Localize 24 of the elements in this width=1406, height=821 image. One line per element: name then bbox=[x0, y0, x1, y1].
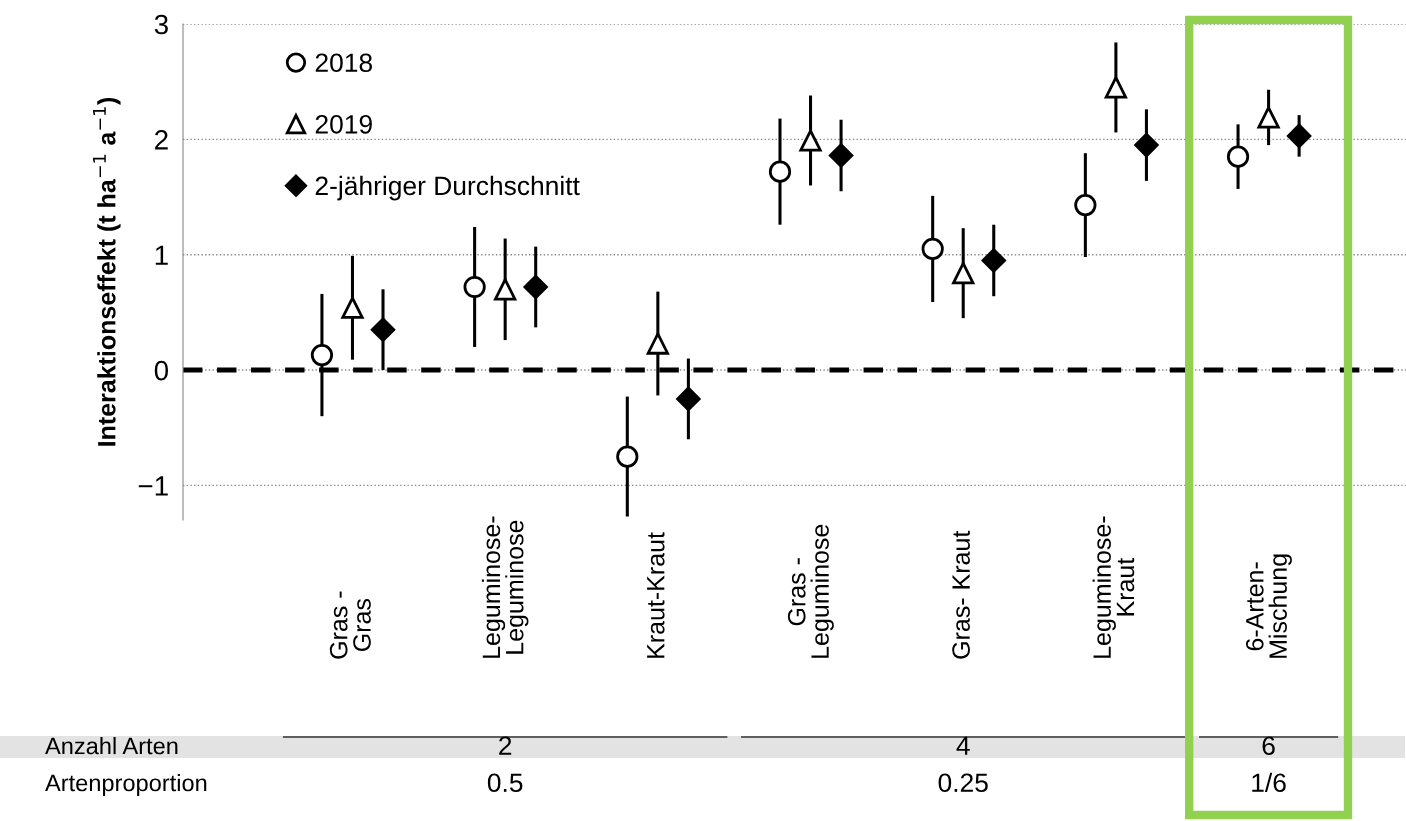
text: 0.5 bbox=[487, 773, 523, 793]
y-tick-label: 0 bbox=[154, 360, 169, 381]
x-tick-label: Gras - Gras bbox=[329, 591, 371, 659]
legend-label: 2019 bbox=[315, 114, 372, 134]
text: 0.25 bbox=[938, 773, 988, 793]
x-tick-label: 6-Arten- Mischung bbox=[1245, 554, 1292, 658]
text: 6 bbox=[1262, 736, 1275, 756]
text: 4 bbox=[956, 736, 970, 755]
x-tick-label: Leguminose- Kraut bbox=[1092, 516, 1135, 658]
y-tick-label: 2 bbox=[155, 130, 168, 150]
x-tick-label: Gras - Leguminose bbox=[787, 524, 834, 658]
y-tick-label: 1 bbox=[155, 245, 168, 265]
x-tick-label: Leguminose- Leguminose bbox=[481, 516, 529, 658]
y-axis-title: Interaktionseffekt (t ha$^{−1}$ a$^{−1}$) bbox=[93, 97, 121, 446]
y-tick-label: 3 bbox=[154, 14, 168, 35]
text: 1/6 bbox=[1252, 772, 1286, 793]
legend-label: 2-jähriger Durchschnitt bbox=[315, 175, 580, 201]
text: Artenproportion bbox=[45, 773, 207, 797]
legend-label: 2018 bbox=[315, 53, 372, 73]
y-tick-label: −1 bbox=[138, 476, 168, 496]
text: 2 bbox=[499, 736, 512, 755]
x-tick-label: Kraut-Kraut bbox=[647, 532, 665, 658]
x-tick-label: Gras- Kraut bbox=[952, 530, 970, 659]
text: Anzahl Arten bbox=[45, 736, 178, 755]
